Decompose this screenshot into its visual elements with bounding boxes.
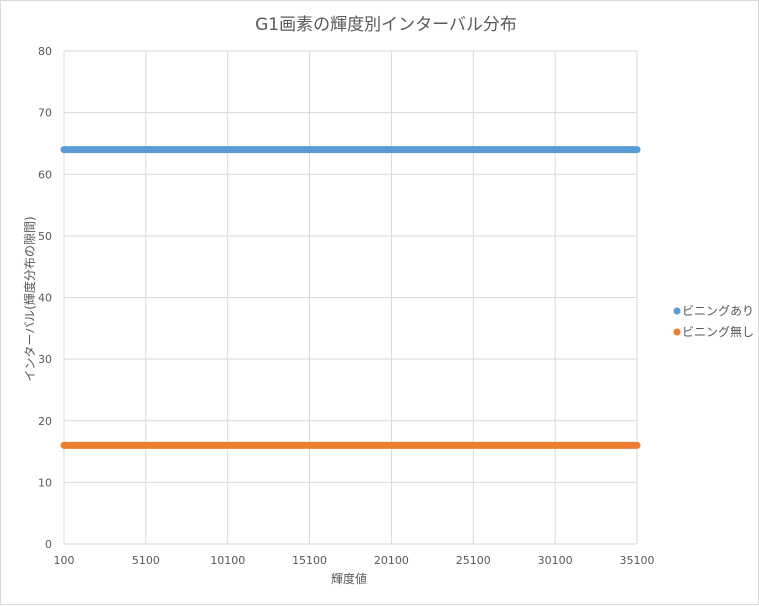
x-tick-20100: 20100 [374,554,409,567]
y-tick-20: 20 [38,415,52,428]
x-tick-100: 100 [54,554,75,567]
x-tick-5100: 5100 [132,554,160,567]
x-tick-labels: 100 5100 10100 15100 20100 25100 30100 35100 [54,554,655,567]
y-tick-0: 0 [45,538,52,551]
y-tick-labels: 0 10 20 30 40 50 60 70 80 [38,45,52,551]
x-tick-30100: 30100 [538,554,573,567]
y-tick-40: 40 [38,292,52,305]
legend-label-1: ビニング無し [682,324,754,339]
legend-marker-0 [673,307,681,315]
legend-label-0: ビニングあり [682,304,754,318]
y-tick-70: 70 [38,107,52,120]
chart-title: G1画素の輝度別インターバル分布 [255,15,517,35]
y-tick-80: 80 [38,45,52,58]
y-axis-label: インターバル(輝度分布の隙間) [22,216,37,381]
y-tick-10: 10 [38,476,52,489]
x-tick-35100: 35100 [620,554,655,567]
x-tick-10100: 10100 [210,554,245,567]
x-tick-25100: 25100 [456,554,491,567]
series-layer [60,146,641,449]
y-tick-60: 60 [38,168,52,181]
grid [63,50,638,545]
x-tick-15100: 15100 [292,554,327,567]
y-tick-30: 30 [38,353,52,366]
y-tick-50: 50 [38,230,52,243]
x-axis-label: 輝度値 [331,571,367,586]
legend-marker-1 [673,328,681,336]
